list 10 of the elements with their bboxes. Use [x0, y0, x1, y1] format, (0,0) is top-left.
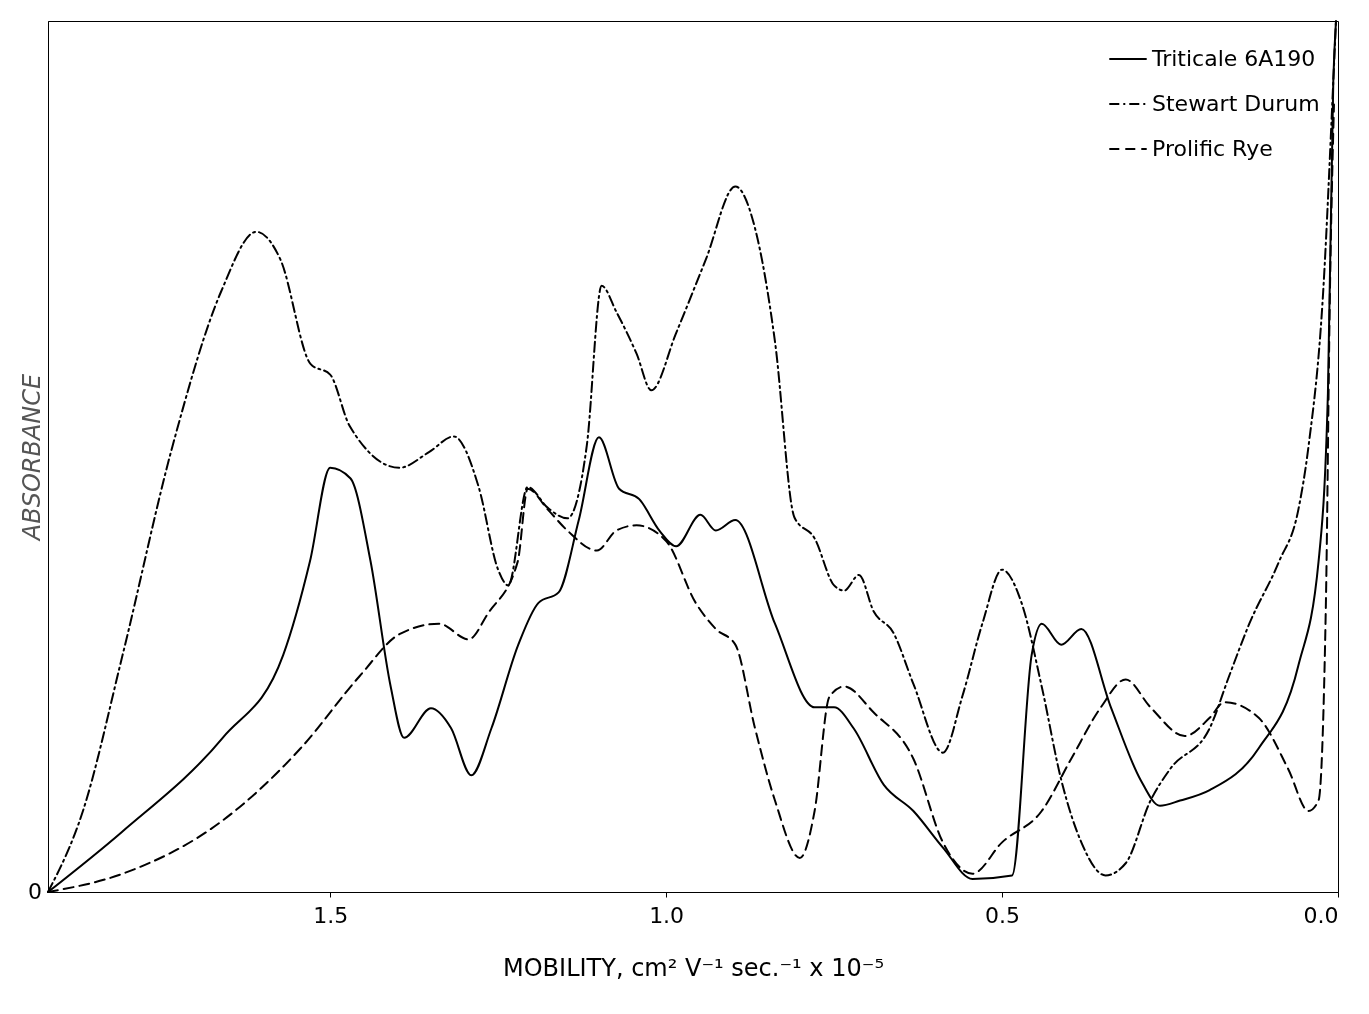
x-tick-label: 0.0	[1303, 902, 1339, 928]
x-tick-label: 0.5	[985, 902, 1021, 928]
x-tick-label: 1.0	[649, 902, 685, 928]
text: 0	[28, 879, 42, 904]
x-axis-title: MOBILITY, cm² V⁻¹ sec.⁻¹ x 10⁻⁵	[503, 953, 884, 982]
legend-label: Triticale 6A190	[1151, 46, 1316, 71]
legend-label: Stewart Durum	[1152, 91, 1320, 116]
y-axis-title: ABSORBANCE	[17, 372, 46, 543]
x-tick-label: 1.5	[313, 902, 349, 928]
legend-label: Prolific Rye	[1152, 136, 1273, 161]
